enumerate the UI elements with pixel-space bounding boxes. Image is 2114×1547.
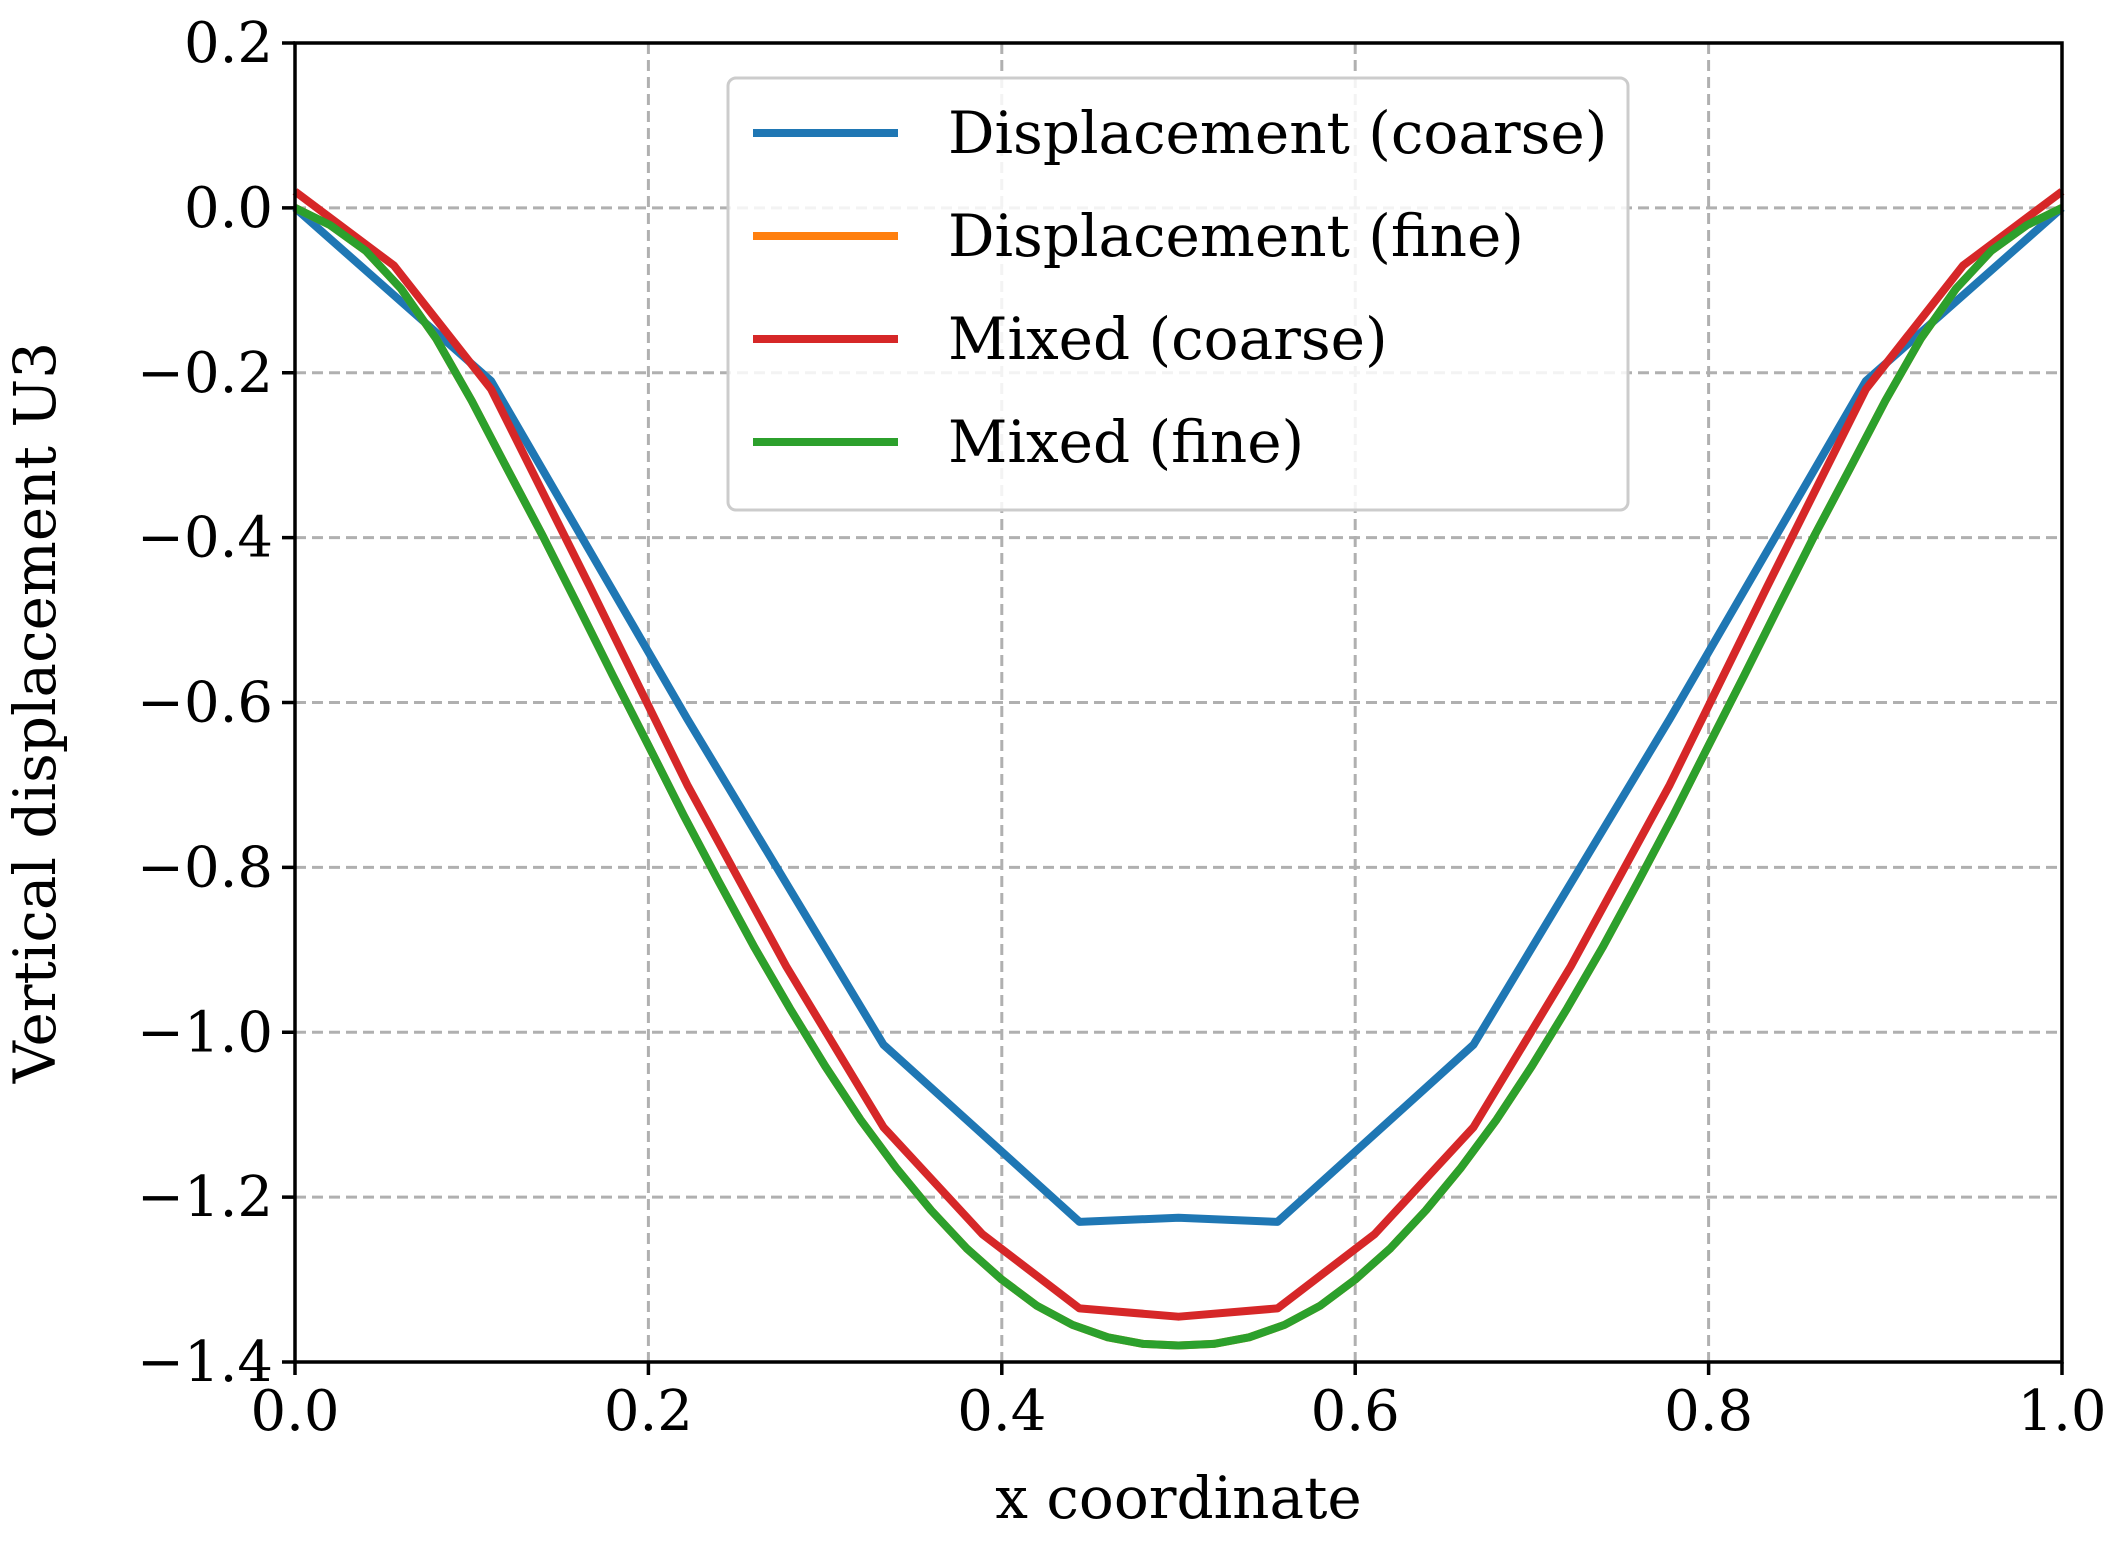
series-line — [292, 188, 2065, 1321]
legend-label: Displacement (fine) — [948, 202, 1524, 270]
series-line — [293, 204, 2064, 1350]
x-tick-label: 1.0 — [2017, 1379, 2106, 1444]
series-line — [292, 204, 2065, 1226]
legend-label: Mixed (coarse) — [948, 305, 1388, 373]
x-tick-label: 0.8 — [1664, 1379, 1753, 1444]
x-tick-label: 0.0 — [250, 1379, 339, 1444]
y-tick-label: −1.0 — [137, 1000, 273, 1065]
legend-box — [726, 76, 1630, 512]
x-tick-label: 0.4 — [957, 1379, 1046, 1444]
y-tick-label: 0.2 — [184, 11, 273, 76]
x-tick-label: 0.6 — [1311, 1379, 1400, 1444]
y-tick-label: −1.4 — [137, 1330, 273, 1395]
y-axis-label: Vertical displacement U3 — [1, 342, 69, 1084]
legend-label: Displacement (coarse) — [948, 99, 1607, 167]
x-axis: 0.0 0.2 0.4 0.6 0.8 1.0 — [250, 1362, 2107, 1444]
series-layer — [292, 188, 2065, 1350]
y-tick-label: −0.2 — [137, 341, 273, 406]
legend: Displacement (coarse) Displacement (fine)… — [726, 76, 1630, 512]
y-tick-label: 0.0 — [184, 176, 273, 241]
legend-label: Mixed (fine) — [948, 408, 1304, 476]
x-tick-label: 0.2 — [604, 1379, 693, 1444]
y-axis: 0.2 0.0 −0.2 −0.4 −0.6 −0.8 −1.0 −1.2 −1.4 — [137, 11, 295, 1395]
y-tick-label: −0.6 — [137, 671, 273, 736]
y-tick-label: −0.8 — [137, 835, 273, 900]
grid-lines — [295, 43, 2062, 1362]
y-tick-label: −1.2 — [137, 1165, 273, 1230]
x-axis-label: x coordinate — [995, 1464, 1361, 1532]
y-tick-label: −0.4 — [137, 506, 273, 571]
